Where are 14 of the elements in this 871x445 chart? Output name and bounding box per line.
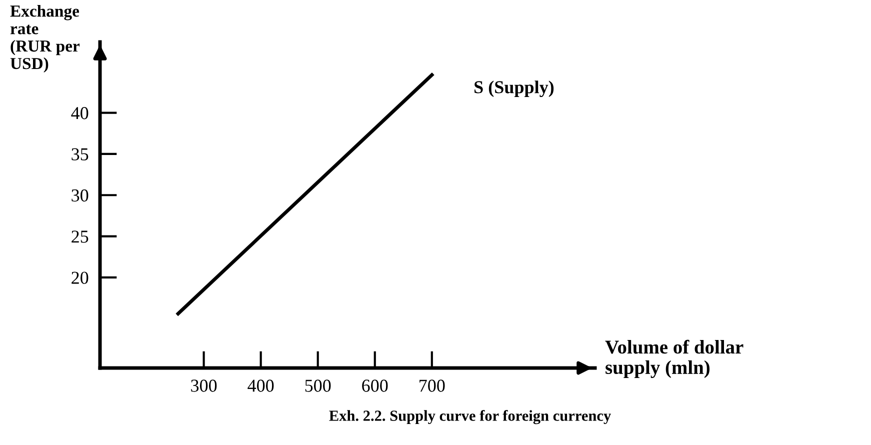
y-tick-label: 20 <box>72 272 88 284</box>
x-tick-label: 700 <box>420 380 445 392</box>
y-tick-label: 30 <box>72 189 88 202</box>
x-axis-title: Volume of dollar supply (mln) <box>605 340 744 378</box>
y-tick-label: 40 <box>71 107 88 120</box>
x-tick-label: 600 <box>362 380 388 392</box>
x-tick-label: 300 <box>191 380 217 392</box>
y-tick-label: 25 <box>72 230 88 243</box>
text: S (Supply) <box>474 80 554 98</box>
text: Exh. 2.2. Supply curve for foreign currency <box>329 410 611 424</box>
x-tick-label: 500 <box>305 380 331 392</box>
x-tick-label: 400 <box>248 380 274 392</box>
y-tick-label: 35 <box>72 148 88 160</box>
y-axis-title: Exchange rate (RUR per USD) <box>10 5 80 73</box>
